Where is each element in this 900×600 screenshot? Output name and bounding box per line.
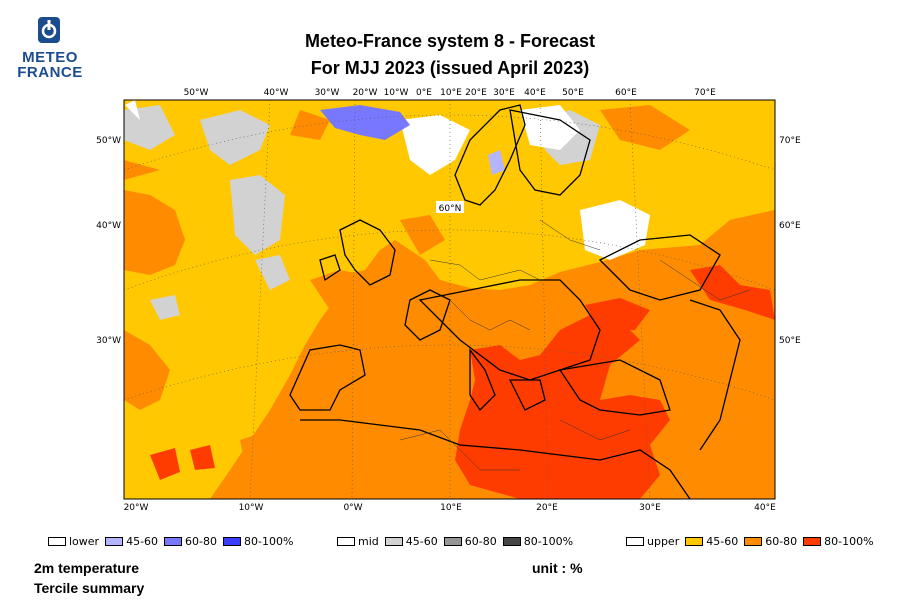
- legend-label: mid: [358, 534, 379, 548]
- legend-mid-label-item: mid: [337, 535, 379, 548]
- right-tick: 50°E: [779, 336, 801, 346]
- legend-item: 80-100%: [223, 535, 293, 548]
- legend-upper: upper 45-60 60-80 80-100%: [626, 533, 880, 549]
- bottom-tick: 10°W: [239, 503, 264, 513]
- legend-label: lower: [69, 534, 100, 548]
- legend-label: upper: [647, 534, 680, 548]
- region-upper-45-60: [124, 100, 775, 499]
- bottom-tick-labels: 20°W 10°W 0°W 10°E 20°E 30°E 40°E: [124, 503, 777, 513]
- right-tick-labels: 70°E 60°E 50°E: [779, 136, 801, 346]
- legend-label: 45-60: [706, 534, 739, 548]
- legend-lower: lower 45-60 60-80 80-100%: [48, 533, 299, 549]
- legend-swatch: [803, 536, 822, 546]
- legend-label: 60-80: [464, 534, 497, 548]
- logo-line-1: METEO: [22, 49, 78, 66]
- legend-upper-label-item: upper: [626, 535, 679, 548]
- region-white: [125, 100, 650, 260]
- top-tick: 50°W: [184, 88, 209, 98]
- legend-swatch: [164, 536, 183, 546]
- logo-line-2: FRANCE: [17, 64, 83, 81]
- legend-swatch: [223, 536, 242, 546]
- legend-item: 45-60: [105, 535, 158, 548]
- lat-label-bg: [436, 201, 464, 213]
- variable-name: 2m temperature: [34, 560, 140, 576]
- top-tick: 30°W: [315, 88, 340, 98]
- bottom-tick: 40°E: [754, 503, 776, 513]
- legend-swatch: [685, 536, 704, 546]
- legend-item: 60-80: [443, 534, 497, 548]
- bottom-tick: 0°W: [343, 503, 362, 513]
- legend-swatch: [626, 536, 644, 546]
- legend-swatch: [48, 536, 66, 546]
- legend-item: 60-80: [164, 535, 217, 548]
- unit-label: unit : %: [532, 560, 583, 576]
- coastlines: [289, 104, 741, 499]
- map-frame: [123, 99, 776, 500]
- legend-label: 60-80: [765, 534, 798, 548]
- map-fill-layers: [124, 100, 775, 499]
- top-tick: 50°E: [562, 88, 584, 98]
- left-tick: 50°W: [96, 136, 121, 146]
- graticule: [124, 100, 775, 499]
- left-tick-labels: 50°W 40°W 30°W: [96, 136, 121, 346]
- top-tick: 20°E: [465, 88, 487, 98]
- top-tick: 20°W: [353, 88, 378, 98]
- title-line-2: For MJJ 2023 (issued April 2023): [310, 58, 590, 78]
- legend-swatch: [744, 536, 763, 546]
- legend-swatch: [384, 536, 403, 546]
- legend-label: 60-80: [185, 534, 218, 548]
- legend-item: 45-60: [384, 534, 438, 548]
- top-tick: 40°E: [524, 88, 546, 98]
- legend-swatch: [443, 536, 462, 546]
- legend-label: 80-100%: [523, 534, 574, 548]
- top-tick: 70°E: [694, 88, 716, 98]
- right-tick: 70°E: [779, 136, 801, 146]
- bottom-tick: 20°E: [536, 503, 558, 513]
- country-borders: [399, 219, 751, 471]
- legend-lower-label-item: lower: [48, 535, 99, 548]
- region-upper-80-100: [455, 315, 670, 499]
- region-lower-60-80: [320, 105, 410, 140]
- legend-swatch: [105, 536, 124, 546]
- top-tick: 30°E: [493, 88, 515, 98]
- region-lower-45-60: [488, 150, 505, 175]
- legend-swatch: [502, 536, 521, 546]
- top-tick: 40°W: [264, 88, 289, 98]
- region-upper-80-100-b: [150, 265, 775, 480]
- lat-label: 60°N: [439, 204, 462, 214]
- legend-swatch: [337, 536, 355, 546]
- legend-label: 80-100%: [244, 534, 294, 548]
- logo-text: METEO FRANCE: [14, 50, 86, 80]
- title-line-1: Meteo-France system 8 - Forecast: [304, 31, 596, 51]
- bottom-tick: 20°W: [124, 503, 149, 513]
- legend-item: 60-80: [744, 535, 797, 548]
- legend-item: 45-60: [685, 535, 738, 548]
- legend-label: 45-60: [405, 534, 438, 548]
- top-tick: 60°E: [615, 88, 637, 98]
- top-tick-labels: 50°W 40°W 30°W 20°W 10°W 0°E 10°E 20°E 3…: [184, 88, 717, 98]
- legend-item: 80-100%: [803, 534, 874, 548]
- right-tick: 60°E: [779, 221, 801, 231]
- bottom-tick: 30°E: [639, 503, 661, 513]
- legend-mid: mid 45-60 60-80 80-100%: [337, 533, 579, 549]
- left-tick: 30°W: [96, 336, 121, 346]
- meteo-france-logo-icon: [38, 17, 60, 43]
- legend-item: 80-100%: [502, 534, 574, 548]
- left-tick: 40°W: [96, 221, 121, 231]
- bottom-tick: 10°E: [440, 503, 462, 513]
- top-tick: 10°E: [440, 88, 462, 98]
- legend-label: 45-60: [126, 534, 159, 548]
- top-tick: 0°E: [416, 88, 432, 98]
- legend-label: 80-100%: [824, 534, 874, 548]
- variable-subtitle: Tercile summary: [34, 580, 145, 596]
- top-tick: 10°W: [384, 88, 409, 98]
